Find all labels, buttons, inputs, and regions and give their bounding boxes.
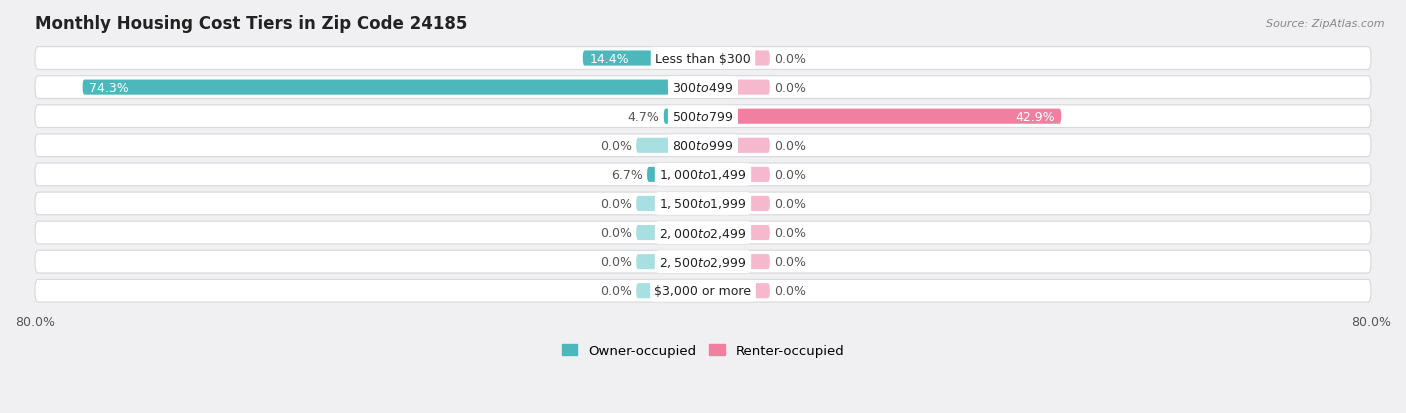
Text: 0.0%: 0.0% — [600, 197, 633, 211]
Legend: Owner-occupied, Renter-occupied: Owner-occupied, Renter-occupied — [557, 339, 849, 363]
Text: $2,000 to $2,499: $2,000 to $2,499 — [659, 226, 747, 240]
Text: 0.0%: 0.0% — [773, 52, 806, 65]
FancyBboxPatch shape — [35, 47, 1371, 70]
FancyBboxPatch shape — [703, 167, 770, 183]
FancyBboxPatch shape — [703, 254, 770, 270]
Text: 74.3%: 74.3% — [89, 81, 129, 95]
FancyBboxPatch shape — [35, 135, 1371, 157]
Text: $1,000 to $1,499: $1,000 to $1,499 — [659, 168, 747, 182]
FancyBboxPatch shape — [35, 251, 1371, 273]
Text: 42.9%: 42.9% — [1015, 110, 1054, 123]
Text: 6.7%: 6.7% — [612, 169, 643, 181]
FancyBboxPatch shape — [35, 164, 1371, 186]
FancyBboxPatch shape — [703, 51, 770, 66]
FancyBboxPatch shape — [647, 167, 703, 183]
Text: Source: ZipAtlas.com: Source: ZipAtlas.com — [1267, 19, 1385, 28]
FancyBboxPatch shape — [636, 138, 703, 154]
FancyBboxPatch shape — [703, 109, 1062, 124]
Text: 0.0%: 0.0% — [773, 197, 806, 211]
Text: $3,000 or more: $3,000 or more — [655, 285, 751, 297]
FancyBboxPatch shape — [703, 81, 770, 95]
FancyBboxPatch shape — [636, 225, 703, 240]
Text: 0.0%: 0.0% — [600, 256, 633, 268]
FancyBboxPatch shape — [35, 192, 1371, 215]
Text: 0.0%: 0.0% — [600, 285, 633, 297]
Text: $2,500 to $2,999: $2,500 to $2,999 — [659, 255, 747, 269]
FancyBboxPatch shape — [35, 106, 1371, 128]
Text: Less than $300: Less than $300 — [655, 52, 751, 65]
FancyBboxPatch shape — [83, 81, 703, 95]
Text: 0.0%: 0.0% — [600, 140, 633, 152]
FancyBboxPatch shape — [703, 283, 770, 299]
Text: 0.0%: 0.0% — [600, 226, 633, 240]
Text: 4.7%: 4.7% — [627, 110, 659, 123]
FancyBboxPatch shape — [35, 222, 1371, 244]
Text: 0.0%: 0.0% — [773, 256, 806, 268]
Text: 0.0%: 0.0% — [773, 285, 806, 297]
Text: 0.0%: 0.0% — [773, 81, 806, 95]
Text: Monthly Housing Cost Tiers in Zip Code 24185: Monthly Housing Cost Tiers in Zip Code 2… — [35, 15, 467, 33]
Text: $800 to $999: $800 to $999 — [672, 140, 734, 152]
Text: $1,500 to $1,999: $1,500 to $1,999 — [659, 197, 747, 211]
FancyBboxPatch shape — [35, 280, 1371, 302]
FancyBboxPatch shape — [703, 197, 770, 211]
Text: 14.4%: 14.4% — [589, 52, 628, 65]
FancyBboxPatch shape — [664, 109, 703, 124]
Text: 0.0%: 0.0% — [773, 140, 806, 152]
FancyBboxPatch shape — [703, 225, 770, 240]
Text: $300 to $499: $300 to $499 — [672, 81, 734, 95]
FancyBboxPatch shape — [703, 138, 770, 154]
FancyBboxPatch shape — [35, 76, 1371, 99]
FancyBboxPatch shape — [582, 51, 703, 66]
FancyBboxPatch shape — [636, 283, 703, 299]
Text: 0.0%: 0.0% — [773, 226, 806, 240]
Text: $500 to $799: $500 to $799 — [672, 110, 734, 123]
Text: 0.0%: 0.0% — [773, 169, 806, 181]
FancyBboxPatch shape — [636, 197, 703, 211]
FancyBboxPatch shape — [636, 254, 703, 270]
